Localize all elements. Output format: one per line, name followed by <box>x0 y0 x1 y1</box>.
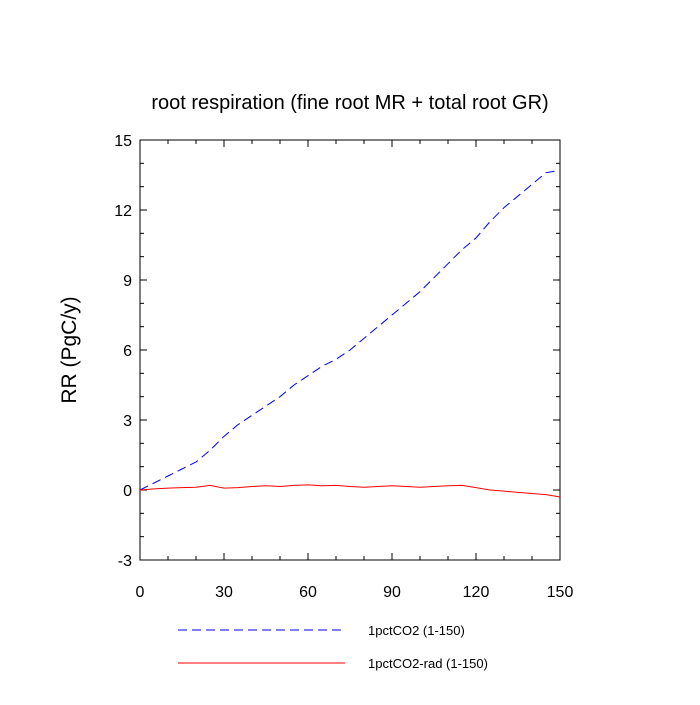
series-lines <box>139 169 561 498</box>
series-line-0 <box>139 169 561 491</box>
y-tick-label: 12 <box>114 203 132 220</box>
x-tick-label: 0 <box>136 584 145 601</box>
y-tick-label: 9 <box>123 273 132 290</box>
y-tick-label: -3 <box>118 553 132 570</box>
x-tick-label: 30 <box>215 584 233 601</box>
y-tick-label: 15 <box>114 133 132 150</box>
x-tick-label: 150 <box>547 584 574 601</box>
legend: 1pctCO2 (1-150) 1pctCO2-rad (1-150) <box>178 623 488 671</box>
y-axis-label: RR (PgC/y) <box>58 296 81 403</box>
chart-title: root respiration (fine root MR + total r… <box>151 92 548 114</box>
x-tick-label: 90 <box>383 584 401 601</box>
legend-label-0: 1pctCO2 (1-150) <box>368 623 465 638</box>
y-tick-label: 6 <box>123 343 132 360</box>
x-tick-label: 120 <box>463 584 490 601</box>
legend-label-1: 1pctCO2-rad (1-150) <box>368 656 488 671</box>
x-tick-label: 60 <box>299 584 317 601</box>
y-tick-label: 0 <box>123 483 132 500</box>
y-tick-label: 3 <box>123 413 132 430</box>
axis-ticks <box>139 139 561 561</box>
series-line-1 <box>139 484 561 498</box>
